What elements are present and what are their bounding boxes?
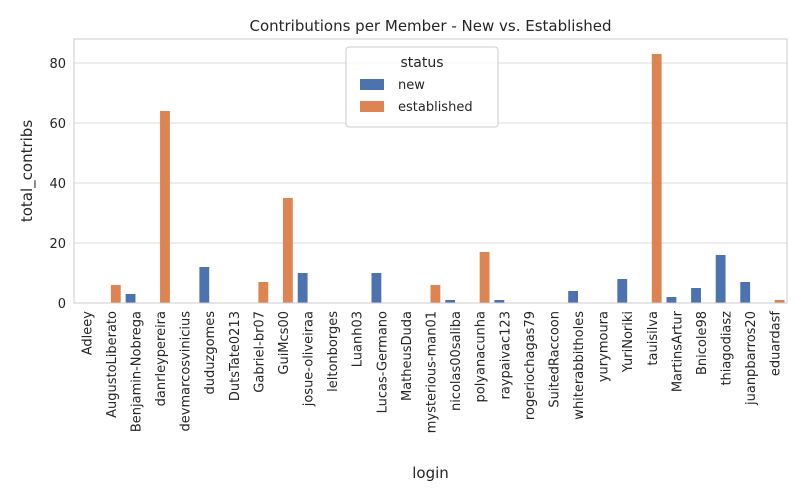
x-tick-label: Gabriel-br07 [252,311,267,393]
chart-title: Contributions per Member - New vs. Estab… [249,17,611,35]
x-tick-label: devmarcosvinicius [179,311,194,432]
legend-label-new: new [398,78,425,93]
bar-established [479,252,490,303]
x-tick-label: mysterious-man01 [425,311,440,433]
y-tick-label: 60 [49,117,66,132]
x-tick-label: MartinsArtur [670,310,685,392]
x-tick-label: AugustoLiberato [105,311,120,418]
bar-new [568,291,579,303]
x-tick-label: Benjamin-Nobrega [129,311,144,432]
bar-new [715,255,726,303]
bar-established [110,285,121,303]
bar-established [774,300,785,303]
x-tick-label: SuitedRaccoon [547,311,562,408]
x-tick-label: raypaivac123 [498,311,513,399]
bar-new [125,294,136,303]
x-tick-labels: Adleey AugustoLiberato Benjamin-Nobrega dan… [80,310,783,433]
x-tick-label: YuriNoriki [621,311,636,373]
bar-new [617,279,628,303]
bar-new [494,300,505,303]
legend-title: status [400,55,443,71]
x-tick-label: MatheusDuda [400,311,415,401]
bar-established [258,282,269,303]
bar-new [371,273,382,303]
y-tick-label: 40 [49,177,66,192]
x-tick-label: yurymoura [597,311,612,382]
y-tick-label: 0 [58,297,66,312]
x-tick-label: thiagodiasz [720,311,735,386]
bar-new [666,297,677,303]
bars [110,54,785,303]
x-tick-label: eduardasf [769,311,784,377]
x-tick-label: Lucas-Germano [375,311,390,413]
x-tick-label: juanpbarros20 [744,311,759,406]
x-tick-label: tauisilva [646,311,661,366]
bar-new [445,300,456,303]
y-tick-label: 80 [49,57,66,72]
legend-swatch-new [360,79,384,90]
x-tick-label: nicolas00saliba [449,311,464,411]
x-tick-label: polyanacunha [474,311,489,403]
bar-new [297,273,308,303]
x-tick-label: duduzgomes [203,311,218,395]
bar-established [651,54,662,303]
x-tick-label: rogeriochagas79 [523,311,538,420]
x-tick-label: Luanh03 [351,311,366,367]
x-tick-label: GuiMcs00 [277,311,292,375]
x-tick-label: leltonborges [326,311,341,392]
x-tick-label: Adleey [80,311,95,356]
bar-new [199,267,210,303]
bar-established [282,198,293,303]
x-tick-label: Bnicole98 [695,311,710,375]
bar-established [430,285,441,303]
legend-swatch-established [360,101,384,112]
y-tick-label: 20 [49,237,66,252]
x-tick-label: danrleypereira [154,311,169,406]
y-axis-label: total_contribs [18,120,37,222]
x-axis-label: login [412,464,449,482]
x-tick-label: whiterabbitholes [572,311,587,420]
y-tick-labels: 0 20 40 60 80 [49,57,66,312]
legend: status new established [345,46,499,128]
plot-frame [73,38,788,304]
x-tick-label: DutsTate0213 [228,311,243,401]
bar-new [740,282,751,303]
legend-items: new established [360,78,473,115]
bar-established [160,111,170,303]
legend-label-established: established [398,100,473,115]
x-tick-label: josue-oliveiraa [302,311,317,407]
bar-new [691,288,701,303]
